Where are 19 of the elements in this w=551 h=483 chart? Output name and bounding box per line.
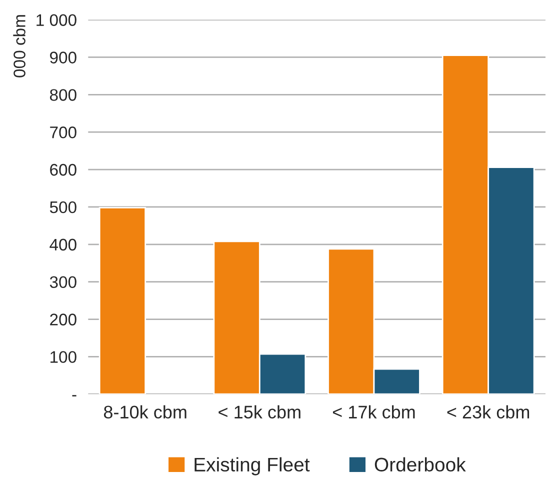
x-tick-label: 8-10k cbm [104, 405, 186, 418]
x-tick-label: < 23k cbm [447, 405, 530, 418]
bar [98, 207, 146, 394]
x-tick-label: < 15k cbm [218, 405, 300, 418]
y-tick-label: 700 [50, 126, 76, 138]
y-tick-label: 600 [50, 164, 76, 176]
y-tick-label: 1 000 [36, 14, 76, 26]
y-tick-label: 900 [50, 52, 76, 64]
y-tick-label: 400 [50, 238, 76, 251]
y-tick-label: 800 [50, 89, 76, 101]
y-tick-label: 200 [50, 314, 76, 326]
x-tick-label: < 17k cbm [332, 405, 415, 418]
y-tick-label: - [72, 395, 76, 396]
y-tick-label: 300 [50, 276, 76, 288]
y-axis-title: 000 cbm [13, 15, 26, 78]
legend-label: Existing Fleet [194, 457, 310, 476]
legend-label: Orderbook [374, 457, 466, 472]
y-tick-label: 100 [50, 351, 76, 363]
y-tick-label: 500 [50, 201, 76, 214]
